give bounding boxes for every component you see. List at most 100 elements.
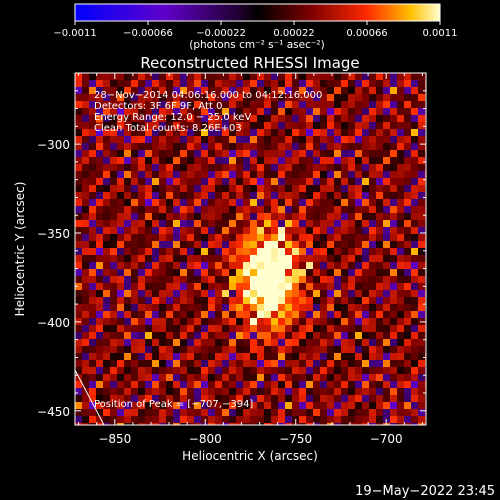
heatmap-pixel	[75, 325, 83, 333]
heatmap-pixel	[390, 262, 398, 270]
heatmap-pixel	[292, 276, 300, 284]
heatmap-pixel	[215, 353, 223, 361]
heatmap-pixel	[341, 311, 349, 319]
heatmap-pixel	[306, 108, 314, 116]
heatmap-pixel	[299, 297, 307, 305]
heatmap-pixel	[404, 80, 412, 88]
heatmap-pixel	[341, 108, 349, 116]
heatmap-pixel	[173, 129, 181, 137]
heatmap-pixel	[180, 325, 188, 333]
heatmap-pixel	[208, 402, 216, 410]
heatmap-pixel	[341, 220, 349, 228]
heatmap-pixel	[418, 409, 426, 417]
heatmap-pixel	[180, 290, 188, 298]
heatmap-pixel	[138, 192, 146, 200]
heatmap-pixel	[117, 143, 125, 151]
heatmap-pixel	[152, 220, 160, 228]
heatmap-pixel	[236, 416, 244, 424]
heatmap-pixel	[124, 283, 132, 291]
heatmap-pixel	[236, 206, 244, 214]
heatmap-pixel	[376, 402, 384, 410]
heatmap-pixel	[278, 332, 286, 340]
heatmap-pixel	[222, 87, 230, 95]
heatmap-pixel	[236, 108, 244, 116]
heatmap-pixel	[89, 213, 97, 221]
heatmap-pixel	[159, 360, 167, 368]
heatmap-pixel	[320, 255, 328, 263]
heatmap-pixel	[96, 374, 104, 382]
heatmap-pixel	[103, 332, 111, 340]
heatmap-pixel	[348, 87, 356, 95]
heatmap-pixel	[145, 178, 153, 186]
heatmap-pixel	[222, 115, 230, 123]
heatmap-pixel	[292, 395, 300, 403]
heatmap-pixel	[355, 115, 363, 123]
heatmap-pixel	[341, 304, 349, 312]
heatmap-pixel	[124, 381, 132, 389]
heatmap-pixel	[229, 164, 237, 172]
heatmap-pixel	[327, 241, 335, 249]
heatmap-pixel	[82, 416, 90, 424]
heatmap-pixel	[89, 262, 97, 270]
heatmap-pixel	[201, 150, 209, 158]
heatmap-pixel	[131, 269, 139, 277]
heatmap-pixel	[313, 101, 321, 109]
heatmap-pixel	[208, 199, 216, 207]
heatmap-pixel	[96, 164, 104, 172]
heatmap-pixel	[327, 332, 335, 340]
heatmap-pixel	[320, 101, 328, 109]
heatmap-pixel	[313, 276, 321, 284]
heatmap-pixel	[75, 115, 83, 123]
heatmap-pixel	[201, 395, 209, 403]
heatmap-pixel	[145, 157, 153, 165]
heatmap-pixel	[285, 143, 293, 151]
heatmap-pixel	[103, 276, 111, 284]
heatmap-pixel	[348, 290, 356, 298]
heatmap-pixel	[110, 332, 118, 340]
heatmap-pixel	[166, 199, 174, 207]
heatmap-pixel	[264, 122, 272, 130]
heatmap-pixel	[96, 213, 104, 221]
heatmap-pixel	[82, 283, 90, 291]
heatmap-pixel	[173, 409, 181, 417]
heatmap-pixel	[145, 367, 153, 375]
heatmap-pixel	[180, 332, 188, 340]
heatmap-pixel	[138, 80, 146, 88]
heatmap-pixel	[229, 374, 237, 382]
heatmap-pixel	[383, 178, 391, 186]
heatmap-pixel	[75, 346, 83, 354]
heatmap-pixel	[306, 325, 314, 333]
heatmap-pixel	[194, 360, 202, 368]
heatmap-pixel	[82, 199, 90, 207]
heatmap-pixel	[215, 206, 223, 214]
heatmap-pixel	[418, 94, 426, 102]
y-tick-label: −300	[37, 138, 70, 152]
heatmap-pixel	[327, 395, 335, 403]
heatmap-pixel	[194, 304, 202, 312]
heatmap-pixel	[222, 129, 230, 137]
heatmap-pixel	[334, 192, 342, 200]
heatmap-pixel	[355, 143, 363, 151]
heatmap-pixel	[166, 353, 174, 361]
heatmap-pixel	[82, 255, 90, 263]
heatmap-pixel	[348, 346, 356, 354]
heatmap-pixel	[306, 255, 314, 263]
heatmap-pixel	[145, 402, 153, 410]
heatmap-pixel	[124, 115, 132, 123]
heatmap-pixel	[257, 325, 265, 333]
heatmap-pixel	[173, 143, 181, 151]
heatmap-pixel	[292, 178, 300, 186]
heatmap-pixel	[404, 318, 412, 326]
heatmap-pixel	[383, 248, 391, 256]
heatmap-pixel	[397, 423, 405, 425]
heatmap-pixel	[89, 339, 97, 347]
colorbar-ticks: −0.0011 −0.00066 −0.00022 0.00022 0.00066 0.0…	[53, 21, 458, 39]
heatmap-pixel	[152, 101, 160, 109]
heatmap-pixel	[320, 220, 328, 228]
heatmap-pixel	[152, 318, 160, 326]
heatmap-pixel	[215, 360, 223, 368]
heatmap-pixel	[82, 304, 90, 312]
heatmap-pixel	[159, 374, 167, 382]
heatmap-pixel	[215, 297, 223, 305]
heatmap-pixel	[89, 360, 97, 368]
